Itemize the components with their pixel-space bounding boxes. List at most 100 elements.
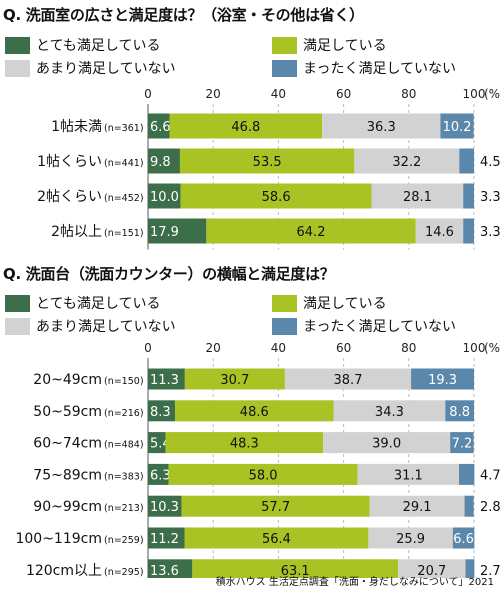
data-label: 13.6	[150, 564, 179, 578]
x-tick-label: 0	[144, 87, 152, 101]
bar-segment-not-very	[415, 218, 464, 244]
legend-swatch-not-very	[5, 317, 30, 335]
bar-segment-not-at-all	[464, 495, 474, 517]
bar-segment-not-at-all	[450, 432, 474, 454]
data-label: 28.1	[403, 190, 432, 205]
category-label: 2帖以上	[51, 224, 102, 240]
data-label: 10.0	[150, 190, 179, 205]
data-label: 38.7	[334, 373, 363, 388]
data-label: 11.2	[150, 532, 179, 547]
legend-item-not-very: あまり満足していない	[5, 58, 176, 78]
legend-swatch-not-very	[5, 59, 30, 77]
sample-size-label: (n=441)	[104, 158, 144, 169]
data-label: 19.3	[428, 373, 457, 388]
bar-segment-not-at-all	[463, 218, 474, 244]
data-label: 48.3	[230, 437, 259, 452]
legend-label: まったく満足していない	[303, 319, 457, 335]
bar-segment-not-very	[333, 400, 446, 422]
legend-item-satisfied: 満足している	[272, 35, 387, 55]
data-label: 10.3	[150, 500, 179, 515]
legend-swatch-very-satisfied	[5, 36, 30, 54]
bar-segment-satisfied	[180, 183, 372, 209]
category-label: 2帖くらい	[37, 189, 102, 205]
legend-swatch-not-at-all	[272, 59, 297, 77]
x-tick-label: 20	[206, 87, 221, 101]
sample-size-label: (n=361)	[104, 123, 144, 134]
sample-size-label: (n=259)	[104, 535, 144, 546]
chart1-title: Q. 洗面室の広さと満足度は？（浴室・その他は省く）	[3, 6, 364, 24]
bar-segment-not-at-all	[459, 148, 474, 174]
data-label: 25.9	[396, 532, 425, 547]
bar-segment-not-at-all	[452, 527, 475, 549]
chart2-plot: 0 20 40 60 80 100(%) 20~49cm(n=150) 11.3 30.7 38.…	[15, 341, 500, 578]
chart1-plot: 0 20 40 60 80 100(%) 1帖未満(n=361) 6.6 46.8 36.3 10.…	[37, 87, 500, 250]
bar-segment-satisfied	[169, 113, 323, 139]
bar-segment-very-satisfied	[148, 113, 170, 139]
bar-segment-satisfied	[192, 559, 399, 578]
data-label: 3.3	[480, 225, 500, 240]
bar-segment-not-very	[322, 113, 441, 139]
category-label: 60~74cm	[33, 436, 102, 452]
data-label: 14.6	[425, 225, 454, 240]
data-label: 6.6	[453, 532, 474, 547]
category-label: 20~49cm	[33, 372, 102, 388]
bar-segment-not-very	[323, 432, 451, 454]
bar-segment-not-at-all	[440, 113, 474, 139]
x-tick-label: 80	[401, 87, 416, 101]
x-tick-label: 100	[463, 341, 486, 355]
x-tick-label: 80	[401, 341, 416, 355]
bar-segment-not-very	[357, 463, 460, 485]
legend-label: とても満足している	[36, 296, 161, 312]
sample-size-label: (n=484)	[104, 440, 144, 451]
category-label: 50~59cm	[33, 404, 102, 420]
data-label: 36.3	[367, 120, 396, 135]
legend-label: あまり満足していない	[36, 319, 176, 335]
data-label: 6.3	[150, 468, 171, 483]
category-label: 100~119cm	[15, 531, 102, 547]
data-label: 63.1	[281, 564, 310, 578]
legend-swatch-very-satisfied	[5, 294, 30, 312]
data-label: 20.7	[417, 564, 446, 578]
data-label: 2.8	[480, 500, 500, 515]
data-label: 9.8	[150, 155, 171, 170]
data-label: 56.4	[262, 532, 291, 547]
x-tick-label: 60	[336, 341, 351, 355]
bar-segment-very-satisfied	[148, 148, 180, 174]
data-label: 32.2	[392, 155, 421, 170]
bar-segment-satisfied	[168, 463, 358, 485]
bar-segment-very-satisfied	[148, 218, 207, 244]
legend-item-not-very: あまり満足していない	[5, 316, 176, 336]
data-label: 11.3	[150, 373, 179, 388]
category-label: 1帖くらい	[37, 154, 102, 170]
data-label: 34.3	[375, 405, 404, 420]
data-label: 7.2	[452, 437, 473, 452]
chart1-legend: とても満足している 満足している あまり満足していない まったく満足していない	[0, 33, 500, 77]
bar-segment-not-at-all	[411, 368, 474, 390]
legend-swatch-not-at-all	[272, 317, 297, 335]
category-label: 120cm以上	[26, 563, 102, 578]
bar-segment-satisfied	[184, 527, 369, 549]
sample-size-label: (n=213)	[104, 503, 144, 514]
data-label: 8.8	[449, 405, 470, 420]
legend-item-very-satisfied: とても満足している	[5, 293, 160, 313]
data-label: 17.9	[150, 225, 179, 240]
sample-size-label: (n=383)	[104, 471, 144, 482]
bar-segment-not-very	[354, 148, 460, 174]
bar-segment-not-very	[398, 559, 466, 578]
legend-item-not-at-all: まったく満足していない	[272, 316, 456, 336]
bar-segment-not-at-all	[463, 183, 474, 209]
data-label: 53.5	[253, 155, 282, 170]
bar-segment-satisfied	[206, 218, 416, 244]
data-label: 2.7	[480, 564, 500, 578]
data-label: 8.3	[150, 405, 171, 420]
data-label: 4.5	[480, 155, 500, 170]
data-label: 57.7	[261, 500, 290, 515]
bar-segment-very-satisfied	[148, 400, 176, 422]
bar-segment-not-very	[371, 183, 464, 209]
legend-swatch-satisfied	[272, 36, 297, 54]
data-label: 4.7	[480, 468, 500, 483]
legend-label: 満足している	[303, 38, 387, 54]
chart2-title: Q. 洗面台（洗面カウンター）の横幅と満足度は？	[3, 265, 335, 283]
legend-label: 満足している	[303, 296, 387, 312]
legend-item-very-satisfied: とても満足している	[5, 35, 160, 55]
